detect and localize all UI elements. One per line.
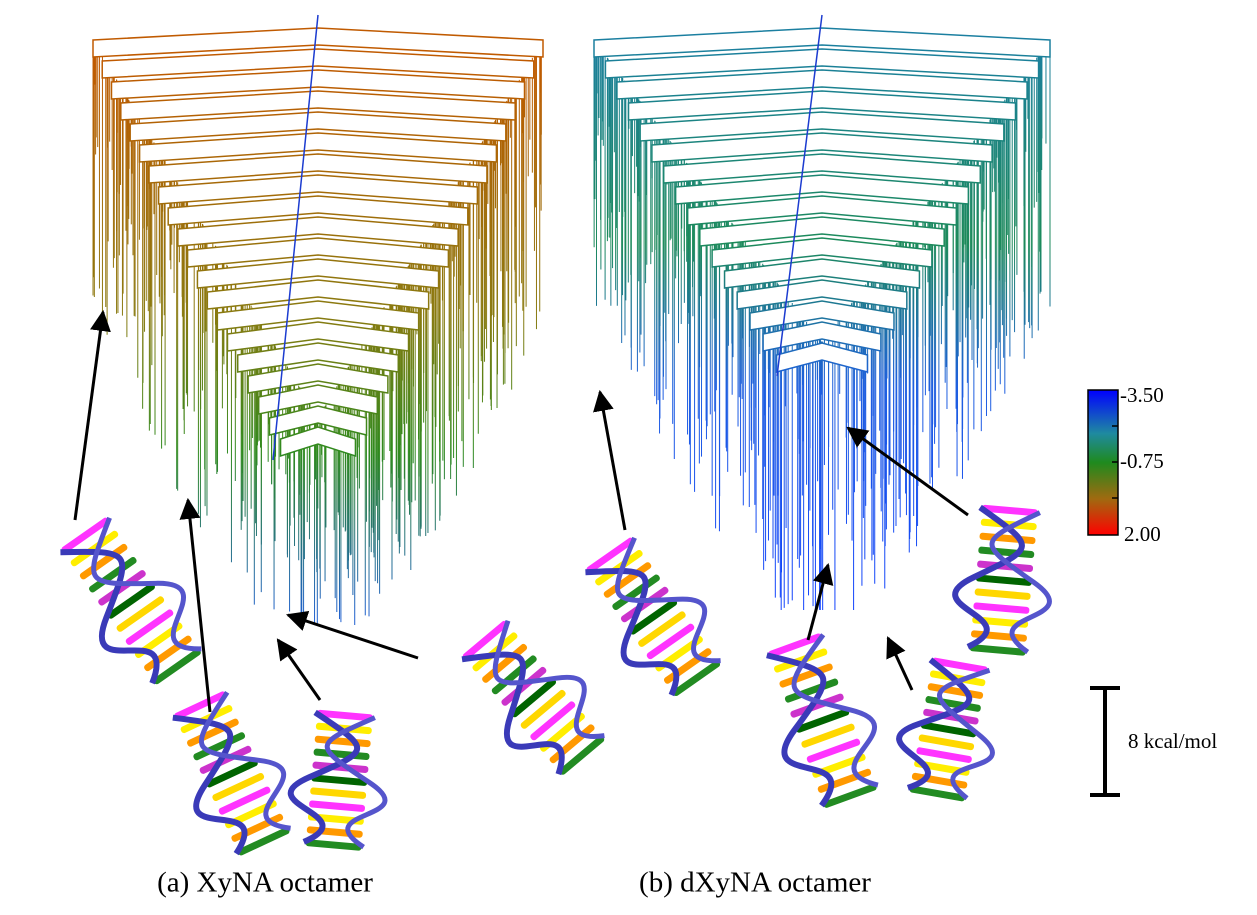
- base-pair: [519, 689, 566, 730]
- base-pair: [916, 747, 972, 764]
- colorbar-label: -0.75: [1120, 449, 1164, 473]
- base-pair: [974, 588, 1030, 600]
- base-pair: [646, 622, 696, 660]
- helix: [286, 708, 392, 853]
- helix: [750, 626, 896, 815]
- panel-caption: (b) dXyNA octamer: [639, 867, 871, 899]
- colorbar-label: -3.50: [1120, 383, 1164, 407]
- helix: [570, 525, 738, 708]
- panel-caption: (a) XyNA octamer: [157, 867, 373, 899]
- page: -3.50 -0.75 2.00 8 kcal/mol (a) XyNA oct…: [0, 0, 1257, 915]
- helix: [156, 682, 308, 864]
- structures: [45, 503, 1058, 865]
- base-pair: [314, 735, 370, 747]
- base-pair: [313, 748, 369, 760]
- colorbar-label: 2.00: [1124, 522, 1161, 546]
- colorbar: -3.50 -0.75 2.00: [1088, 383, 1164, 546]
- base-pair: [115, 595, 165, 633]
- base-pair: [973, 602, 1029, 614]
- base-pair: [310, 787, 366, 799]
- scale-bar: [1090, 688, 1120, 795]
- base-pair: [309, 800, 365, 812]
- base-pair: [978, 546, 1034, 558]
- base-pair: [152, 648, 202, 686]
- base-pair: [927, 683, 983, 700]
- helix: [447, 607, 620, 788]
- figure: -3.50 -0.75 2.00 8 kcal/mol (a) XyNA oct…: [0, 0, 1257, 915]
- scale-bar-label: 8 kcal/mol: [1128, 729, 1217, 753]
- disconnectivity-graphs: [93, 15, 1050, 625]
- tree: [93, 15, 543, 625]
- base-pair: [637, 610, 687, 648]
- base-pair: [918, 734, 974, 751]
- base-pair: [979, 532, 1035, 544]
- helix: [950, 503, 1057, 658]
- base-pair: [125, 608, 175, 646]
- base-pair: [558, 735, 605, 776]
- helix: [890, 654, 1007, 805]
- base-pair: [529, 700, 576, 741]
